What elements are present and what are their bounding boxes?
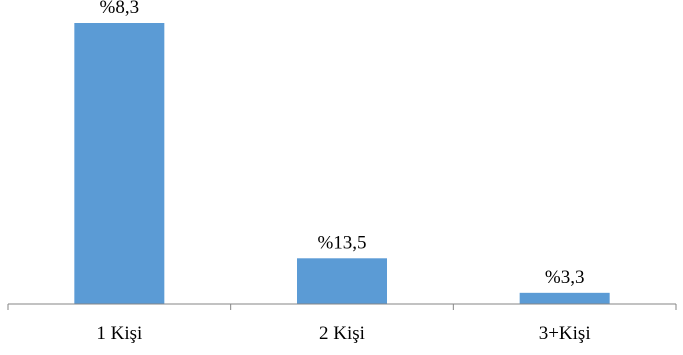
x-axis-ticks <box>7 304 677 310</box>
data-label-2: %13,5 <box>317 232 366 253</box>
x-axis-tick-labels: 1 Kişi 2 Kişi 3+Kişi <box>96 323 590 344</box>
data-label-1: %8,3 <box>100 0 140 18</box>
data-labels-group: %8,3 %13,5 %3,3 <box>100 0 585 288</box>
bar-3 <box>519 292 610 304</box>
data-label-3: %3,3 <box>545 267 585 288</box>
x-tick-label-3: 3+Kişi <box>539 323 591 344</box>
bar-1 <box>74 23 165 304</box>
x-tick-label-1: 1 Kişi <box>96 323 142 344</box>
bar-2 <box>297 258 387 304</box>
bars-group <box>74 23 610 304</box>
x-tick-label-2: 2 Kişi <box>319 323 365 344</box>
